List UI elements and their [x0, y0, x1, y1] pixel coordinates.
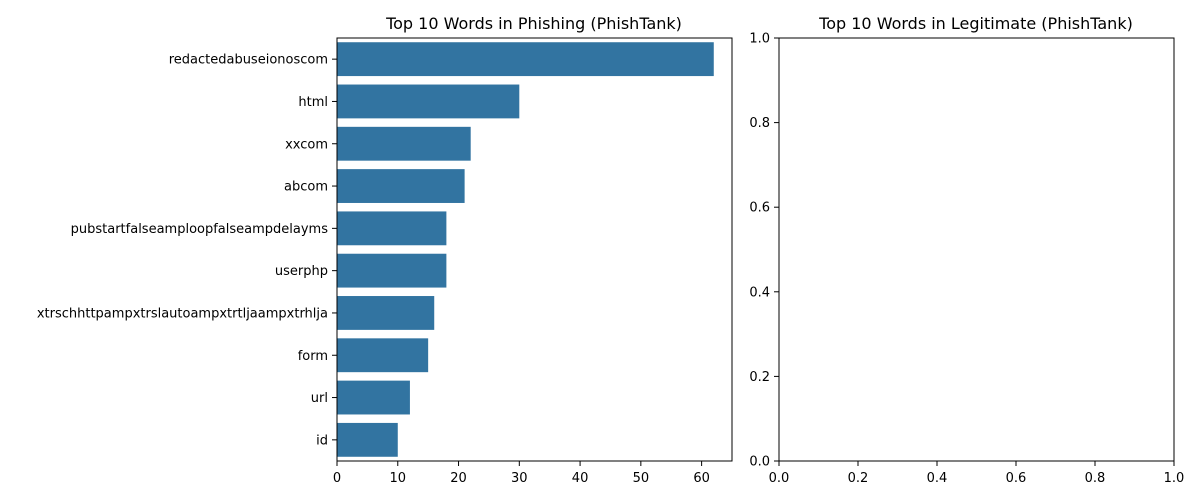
legitimate-bar-chart: Top 10 Words in Legitimate (PhishTank) 0…	[749, 14, 1184, 486]
category-label: xxcom	[285, 137, 328, 152]
category-label: html	[298, 95, 328, 110]
phishing-bars	[337, 42, 714, 457]
legitimate-y-ticks: 0.0 0.2 0.4 0.6 0.8 1.0	[749, 32, 779, 470]
phishing-x-ticks: 0 10 20 30 40 50 60	[333, 461, 710, 486]
category-label: abcom	[284, 180, 328, 195]
legitimate-axes-frame	[778, 37, 1175, 462]
phishing-chart-title: Top 10 Words in Phishing (PhishTank)	[385, 14, 682, 33]
x-tick-label: 40	[572, 471, 589, 486]
bar-url	[337, 380, 410, 415]
y-tick-label: 0.4	[749, 285, 770, 300]
bar-pubstartfalseamploopfalseampdelayms	[337, 211, 447, 246]
x-tick-label: 60	[693, 471, 710, 486]
y-tick-label: 1.0	[749, 32, 770, 47]
x-tick-label: 30	[511, 471, 528, 486]
legitimate-x-ticks: 0.0 0.2 0.4 0.6 0.8 1.0	[769, 461, 1185, 486]
x-tick-label: 0	[333, 471, 341, 486]
bar-abcom	[337, 169, 465, 203]
y-tick-label: 0.8	[749, 116, 770, 131]
y-tick-label: 0.6	[749, 201, 770, 216]
bar-id	[337, 422, 398, 457]
y-tick-label: 0.0	[749, 455, 770, 470]
legitimate-chart-title: Top 10 Words in Legitimate (PhishTank)	[818, 14, 1133, 33]
bar-xtrschhttpampxtrslautoampxtrtljaampxtrhlja	[337, 296, 435, 330]
bar-userphp	[337, 253, 447, 288]
bar-xxcom	[337, 126, 471, 161]
bar-form	[337, 338, 429, 373]
phishing-axes-frame	[336, 37, 733, 462]
bar-redactedabuseionoscom	[337, 42, 714, 77]
category-label: url	[311, 391, 328, 406]
phishing-bar-chart: Top 10 Words in Phishing (PhishTank) red…	[37, 14, 733, 486]
category-label: xtrschhttpampxtrslautoampxtrtljaampxtrhl…	[37, 306, 328, 321]
x-tick-label: 10	[389, 471, 406, 486]
category-label: userphp	[275, 264, 328, 279]
category-label: id	[316, 433, 328, 448]
category-label: pubstartfalseamploopfalseampdelayms	[71, 222, 329, 237]
x-tick-label: 20	[450, 471, 467, 486]
x-tick-label: 0.0	[769, 471, 790, 486]
x-tick-label: 50	[633, 471, 650, 486]
phishing-category-labels: redactedabuseionoscom html xxcom abcom pubst…	[37, 53, 337, 448]
x-tick-label: 0.2	[848, 471, 869, 486]
x-tick-label: 0.6	[1006, 471, 1027, 486]
category-label: redactedabuseionoscom	[169, 53, 328, 68]
category-label: form	[298, 349, 328, 364]
bar-html	[337, 84, 520, 119]
y-tick-label: 0.2	[749, 370, 770, 385]
x-tick-label: 0.8	[1085, 471, 1106, 486]
x-tick-label: 1.0	[1164, 471, 1185, 486]
x-tick-label: 0.4	[927, 471, 948, 486]
